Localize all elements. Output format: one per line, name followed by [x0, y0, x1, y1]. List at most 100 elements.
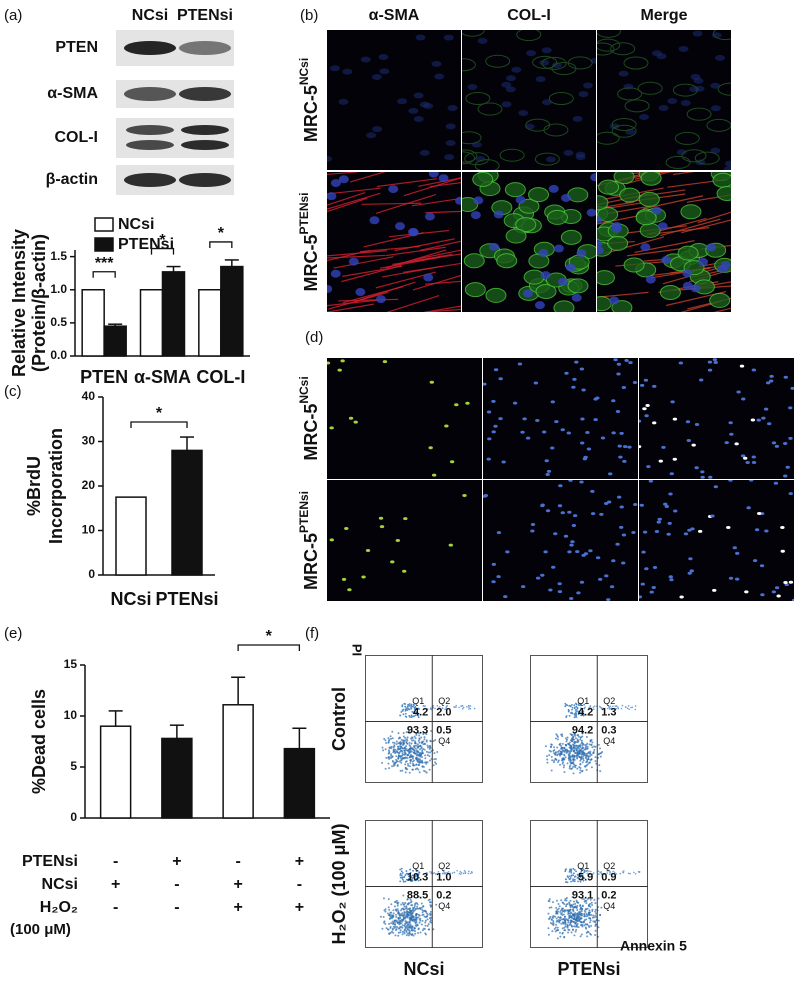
event: [409, 762, 412, 765]
event: [469, 872, 472, 875]
cell: [672, 83, 698, 97]
event: [575, 741, 578, 744]
event: [417, 927, 420, 930]
nucleus: [582, 82, 593, 89]
event: [468, 708, 470, 710]
event: [597, 743, 600, 746]
fiber: [385, 246, 446, 257]
event: [597, 897, 600, 900]
nucleus: [486, 410, 492, 414]
micrograph: [327, 30, 461, 170]
event: [550, 755, 553, 758]
event: [594, 745, 597, 748]
event: [589, 932, 592, 935]
event: [408, 931, 411, 934]
event: [405, 760, 408, 763]
event: [564, 737, 567, 740]
event: [556, 746, 559, 749]
nucleus: [764, 529, 769, 533]
event: [399, 759, 402, 762]
y-axis-label: Incorporation: [46, 428, 66, 544]
row-label-base: MRC-5: [301, 404, 321, 461]
event: [562, 746, 565, 749]
event: [400, 870, 403, 873]
event: [573, 868, 576, 871]
event: [391, 928, 394, 931]
nucleus: [413, 116, 424, 123]
event: [404, 874, 407, 876]
fiber: [420, 240, 461, 251]
event: [415, 907, 418, 910]
event: [580, 933, 583, 936]
event: [570, 915, 573, 918]
event: [401, 930, 404, 933]
event: [417, 713, 420, 715]
nucleus: [751, 455, 756, 459]
significance-label: ***: [95, 255, 114, 272]
event: [579, 876, 582, 879]
event: [394, 913, 397, 916]
event: [581, 925, 584, 928]
nucleus: [575, 154, 586, 161]
fiber: [697, 211, 731, 224]
cell: [515, 217, 537, 233]
event: [585, 757, 588, 760]
nucleus: [434, 73, 445, 80]
event: [410, 880, 413, 883]
event: [570, 759, 573, 762]
event: [634, 705, 637, 707]
event: [417, 745, 420, 748]
nucleus: [595, 556, 601, 560]
nucleus: [361, 575, 366, 579]
cell: [712, 30, 731, 41]
event: [579, 762, 582, 765]
nucleus: [580, 441, 585, 445]
nucleus: [498, 377, 503, 381]
event: [554, 930, 557, 933]
event: [429, 744, 432, 747]
event: [411, 760, 414, 763]
event: [402, 903, 405, 906]
event: [579, 905, 582, 908]
event: [564, 756, 567, 759]
event: [428, 901, 431, 904]
event: [580, 913, 583, 916]
event: [589, 739, 592, 742]
x-tick-label: PTENsi: [155, 589, 218, 609]
event: [572, 879, 574, 882]
fiber: [361, 202, 422, 205]
event: [392, 763, 395, 766]
event: [404, 712, 407, 715]
event: [594, 929, 597, 932]
nucleus: [670, 400, 675, 404]
nucleus: [590, 173, 596, 182]
nucleus: [712, 358, 718, 362]
event: [409, 747, 412, 750]
event: [400, 867, 403, 870]
fiber: [394, 238, 455, 252]
event: [381, 761, 384, 764]
event: [408, 921, 411, 924]
nucleus: [615, 542, 620, 546]
nucleus: [505, 550, 510, 554]
event: [582, 757, 585, 760]
event: [414, 918, 417, 921]
event: [397, 931, 400, 934]
event: [412, 869, 414, 872]
event: [406, 763, 409, 766]
nucleus: [752, 559, 758, 563]
event: [576, 874, 579, 876]
event: [550, 906, 553, 909]
event: [401, 926, 404, 929]
bar: [283, 747, 316, 819]
event: [387, 737, 390, 740]
event: [405, 731, 408, 734]
event: [429, 751, 432, 754]
quadrant-value: 93.3: [407, 724, 428, 736]
event: [388, 738, 391, 741]
event: [404, 756, 407, 759]
event: [426, 744, 429, 747]
nucleus: [560, 428, 565, 432]
event: [598, 873, 600, 876]
x-tick-label: PTEN: [80, 367, 128, 387]
